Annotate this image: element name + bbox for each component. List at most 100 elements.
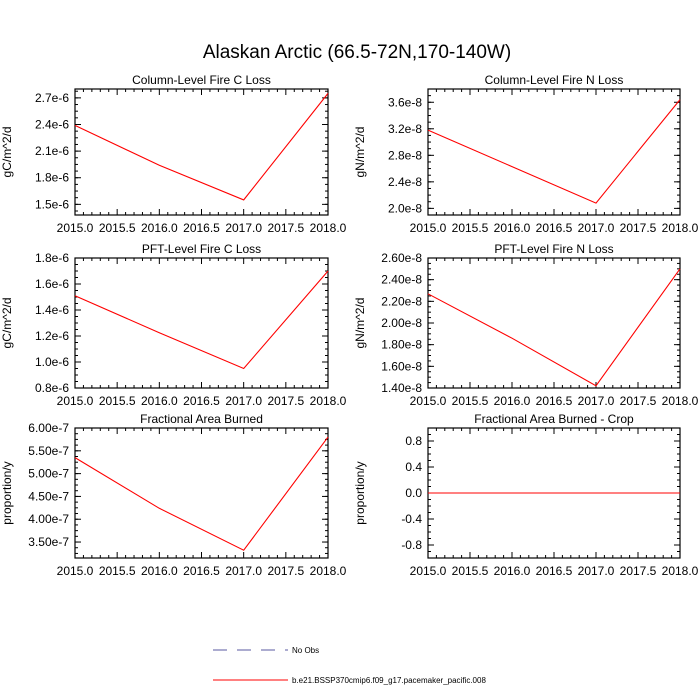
x-tick-label: 2017.5 [267, 564, 304, 578]
y-axis-label: proportion/y [353, 461, 367, 524]
x-tick-label: 2018.0 [310, 221, 347, 235]
x-tick-label: 2016.0 [494, 394, 531, 408]
y-tick-label: 2.4e-8 [388, 175, 422, 189]
plot-frame [427, 88, 681, 216]
x-tick-label: 2016.0 [141, 564, 178, 578]
figure-title: Alaskan Arctic (66.5-72N,170-140W) [203, 42, 511, 63]
x-tick-label: 2018.0 [662, 221, 699, 235]
y-tick-label: 2.0e-8 [388, 201, 422, 215]
x-tick-label: 2017.0 [578, 564, 615, 578]
x-tick-label: 2016.5 [536, 221, 573, 235]
y-tick-label: 2.00e-8 [381, 316, 422, 330]
y-tick-label: 2.40e-8 [381, 273, 422, 287]
panels: Column-Level Fire C Loss gC/m^2/d 2015.0 20… [0, 73, 699, 578]
panel-title: Column-Level Fire C Loss [132, 73, 271, 87]
y-tick-label: 5.00e-7 [28, 467, 69, 481]
plot-frame [74, 88, 329, 216]
series-line [74, 93, 329, 201]
y-tick-label: 1.60e-8 [381, 359, 422, 373]
x-tick-label: 2015.5 [452, 564, 489, 578]
y-tick-label: 0.0 [405, 486, 422, 500]
panel-title: PFT-Level Fire C Loss [142, 242, 261, 256]
y-tick-label: 0.4 [405, 460, 422, 474]
x-tick-label: 2015.5 [99, 394, 136, 408]
y-tick-label: 1.5e-6 [35, 197, 69, 211]
x-tick-label: 2016.5 [536, 394, 573, 408]
y-tick-label: 2.8e-8 [388, 148, 422, 162]
x-tick-label: 2018.0 [662, 394, 699, 408]
y-tick-label: 1.40e-8 [381, 381, 422, 395]
x-tick-label: 2016.5 [183, 394, 220, 408]
y-axis-label: gN/m^2/d [353, 127, 367, 178]
x-tick-label: 2017.0 [225, 221, 262, 235]
series-line [74, 270, 329, 370]
x-tick-label: 2016.0 [494, 564, 531, 578]
y-axis-label: gC/m^2/d [0, 298, 14, 349]
panel-5: Fractional Area Burned proportion/y 2015.0… [0, 412, 347, 578]
x-tick-label: 2018.0 [310, 564, 347, 578]
x-tick-label: 2017.0 [578, 394, 615, 408]
y-tick-label: 2.4e-6 [35, 117, 69, 131]
y-axis-label: gC/m^2/d [0, 127, 14, 178]
x-tick-label: 2017.0 [225, 394, 262, 408]
y-tick-label: 6.00e-7 [28, 421, 69, 435]
series-line [74, 436, 329, 551]
y-tick-label: 1.8e-6 [35, 251, 69, 265]
x-tick-label: 2016.5 [183, 564, 220, 578]
y-tick-label: 2.20e-8 [381, 294, 422, 308]
x-tick-label: 2017.5 [267, 221, 304, 235]
y-tick-label: 1.4e-6 [35, 303, 69, 317]
y-axis-label: proportion/y [0, 461, 14, 524]
y-tick-label: 0.8 [405, 434, 422, 448]
x-tick-label: 2017.0 [578, 221, 615, 235]
x-tick-label: 2015.0 [57, 394, 94, 408]
x-tick-label: 2015.0 [410, 221, 447, 235]
panel-title: PFT-Level Fire N Loss [494, 242, 613, 256]
x-tick-label: 2015.0 [57, 564, 94, 578]
y-tick-label: 5.50e-7 [28, 444, 69, 458]
panel-6: Fractional Area Burned - Crop proportion/… [353, 412, 699, 578]
panel-3: PFT-Level Fire C Loss gC/m^2/d 2015.0 2015.… [0, 242, 347, 408]
x-tick-label: 2016.0 [141, 394, 178, 408]
y-tick-label: 4.00e-7 [28, 512, 69, 526]
legend: No Obs b.e21.BSSP370cmip6.f09_g17.pacema… [213, 646, 486, 685]
x-tick-label: 2017.5 [267, 394, 304, 408]
panel-2: Column-Level Fire N Loss gN/m^2/d 2015.0 20… [353, 73, 699, 235]
x-tick-label: 2016.0 [494, 221, 531, 235]
x-tick-label: 2018.0 [662, 564, 699, 578]
y-tick-label: 1.0e-6 [35, 355, 69, 369]
x-tick-label: 2017.5 [620, 221, 657, 235]
y-tick-label: 4.50e-7 [28, 489, 69, 503]
y-tick-label: 1.8e-6 [35, 171, 69, 185]
y-tick-label: 1.2e-6 [35, 329, 69, 343]
panel-1: Column-Level Fire C Loss gC/m^2/d 2015.0 20… [0, 73, 347, 235]
x-tick-label: 2016.5 [536, 564, 573, 578]
y-tick-label: 2.60e-8 [381, 251, 422, 265]
plot-frame [74, 257, 329, 389]
y-tick-label: 0.8e-6 [35, 381, 69, 395]
y-tick-label: 2.7e-6 [35, 91, 69, 105]
panel-title: Fractional Area Burned - Crop [474, 412, 634, 426]
plot-frame [427, 257, 681, 389]
y-tick-label: -0.8 [401, 538, 422, 552]
y-tick-label: -0.4 [401, 512, 422, 526]
plot-frame [74, 427, 329, 559]
y-tick-label: 1.80e-8 [381, 338, 422, 352]
y-tick-label: 3.2e-8 [388, 122, 422, 136]
panel-title: Fractional Area Burned [140, 412, 263, 426]
y-axis-label: gN/m^2/d [353, 298, 367, 349]
panel-4: PFT-Level Fire N Loss gN/m^2/d 2015.0 2015.… [353, 242, 699, 408]
y-tick-label: 1.6e-6 [35, 277, 69, 291]
x-tick-label: 2016.0 [141, 221, 178, 235]
y-tick-label: 2.1e-6 [35, 144, 69, 158]
x-tick-label: 2015.0 [410, 564, 447, 578]
panel-title: Column-Level Fire N Loss [485, 73, 624, 87]
x-tick-label: 2015.5 [452, 221, 489, 235]
x-tick-label: 2015.5 [99, 564, 136, 578]
series-line [427, 268, 681, 387]
series-line [427, 99, 681, 204]
legend-label-no-obs: No Obs [292, 646, 319, 655]
x-tick-label: 2016.5 [183, 221, 220, 235]
x-tick-label: 2015.0 [410, 394, 447, 408]
